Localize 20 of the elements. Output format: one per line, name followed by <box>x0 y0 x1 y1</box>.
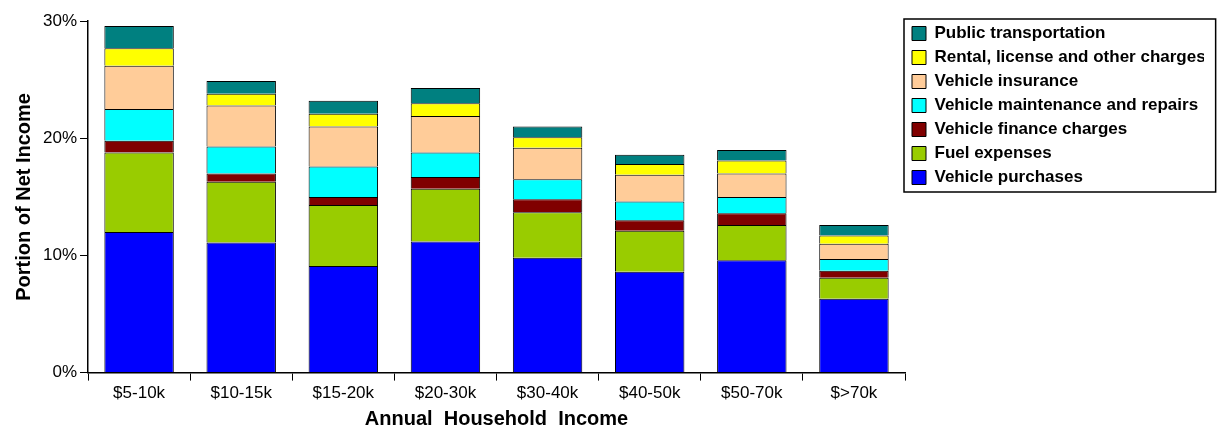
y-tick-label: 0% <box>52 362 78 382</box>
legend-label: Vehicle insurance <box>934 71 1079 91</box>
legend-label: Public transportation <box>934 23 1106 43</box>
legend-label: Vehicle maintenance and repairs <box>934 95 1199 115</box>
x-tick-label: $20-30k <box>414 383 477 403</box>
legend-label: Fuel expenses <box>934 143 1052 163</box>
x-tick-label: $>70k <box>830 383 878 403</box>
x-tick-label: $15-20k <box>312 383 375 403</box>
legend-label: Vehicle purchases <box>934 167 1083 187</box>
x-tick-label: $30-40k <box>516 383 579 403</box>
x-tick-label: $10-15k <box>210 383 273 403</box>
legend-label: Vehicle finance charges <box>934 119 1128 139</box>
y-tick-label: 20% <box>42 128 78 148</box>
y-tick-label: 10% <box>42 245 78 265</box>
x-tick-label: $40-50k <box>618 383 681 403</box>
y-axis-title: Portion of Net Income <box>11 93 34 301</box>
y-tick-label: 30% <box>42 10 78 30</box>
x-tick-label: $5-10k <box>113 383 166 403</box>
x-tick-label: $50-70k <box>721 383 784 403</box>
x-axis-title: Annual Household Income <box>364 406 629 429</box>
